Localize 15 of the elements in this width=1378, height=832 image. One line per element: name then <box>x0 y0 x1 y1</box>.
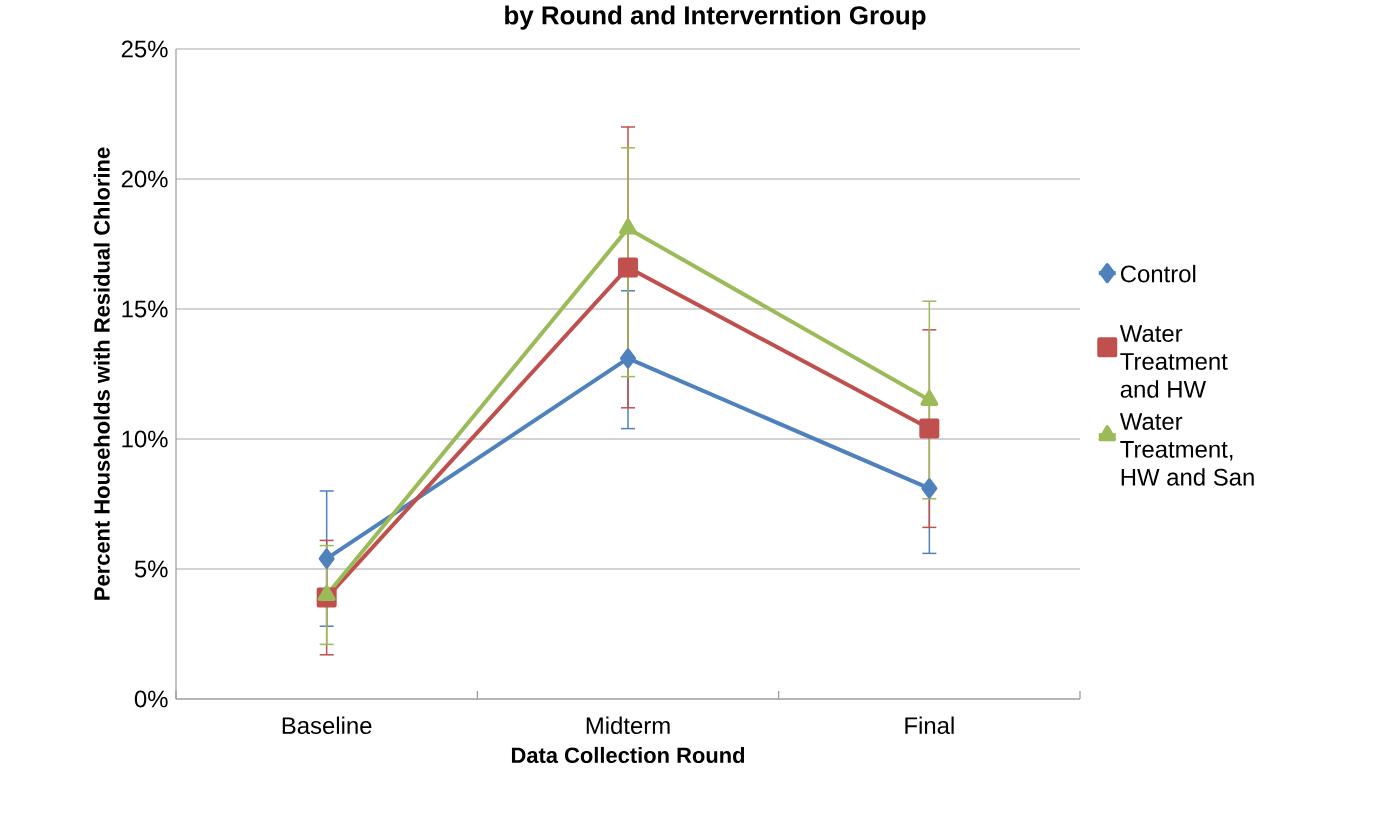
y-tick-label: 0% <box>134 690 168 708</box>
y-tick-label: 25% <box>121 40 168 58</box>
legend-label: Water Treatment and HW <box>1119 325 1228 398</box>
legend-label: Water Treatment, HW and San <box>1119 413 1254 486</box>
chart-title: by Round and Interverntion Group <box>505 5 926 30</box>
x-axis-title: Data Collection Round <box>511 746 745 764</box>
y-tick-label: 20% <box>121 170 168 188</box>
y-tick-label: 10% <box>122 430 168 448</box>
y-tick-label: 15% <box>122 300 168 318</box>
x-tick-label: Baseline <box>282 716 372 735</box>
legend-label: Control <box>1120 264 1196 283</box>
x-tick-label: Final <box>905 716 954 735</box>
x-tick-label: Midterm <box>586 716 670 735</box>
y-tick-label: 5% <box>134 560 168 578</box>
y-axis-title: Percent Households with Residual Chlorine <box>93 147 110 600</box>
